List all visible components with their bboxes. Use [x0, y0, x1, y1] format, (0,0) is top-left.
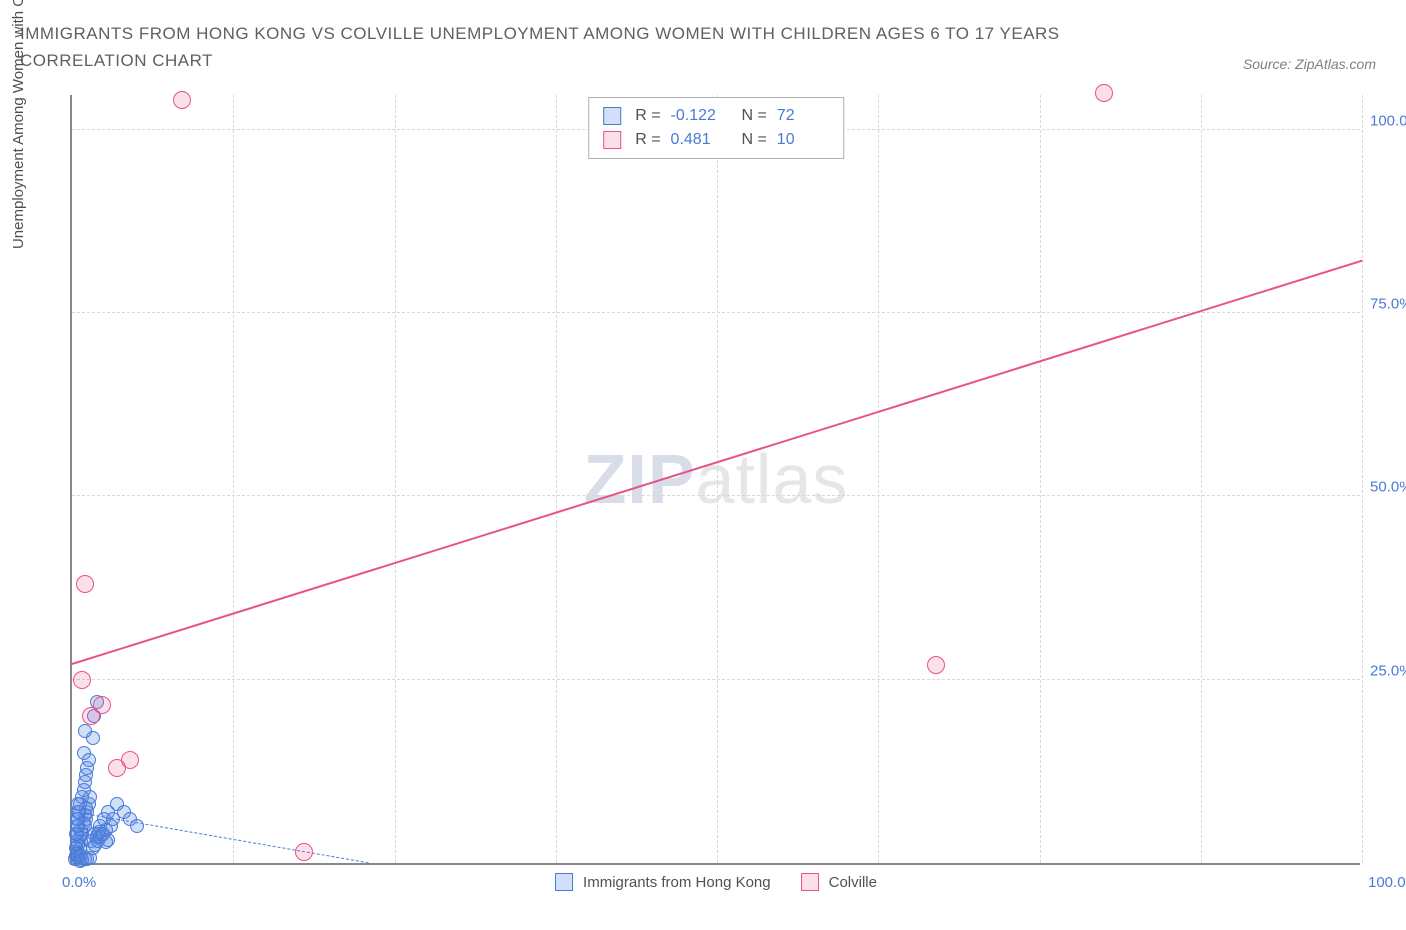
chart-area: Unemployment Among Women with Children A…: [20, 95, 1380, 915]
source-label: Source: ZipAtlas.com: [1243, 56, 1376, 72]
scatter-marker: [76, 575, 94, 593]
gridline-horizontal: [72, 679, 1360, 680]
chart-title: IMMIGRANTS FROM HONG KONG VS COLVILLE UN…: [20, 20, 1060, 74]
title-line-2: CORRELATION CHART: [20, 47, 1060, 74]
scatter-marker: [73, 671, 91, 689]
gridline-vertical: [878, 95, 879, 863]
stats-box: R = -0.122 N = 72R = 0.481 N = 10: [588, 97, 844, 159]
stat-r-label: R =: [635, 128, 660, 152]
legend-item: Colville: [801, 873, 877, 891]
stat-n-label: N =: [733, 104, 767, 128]
scatter-marker: [101, 833, 115, 847]
y-tick-label: 50.0%: [1370, 479, 1406, 496]
scatter-marker: [130, 819, 144, 833]
y-tick-label: 100.0%: [1370, 112, 1406, 129]
stats-row: R = 0.481 N = 10: [603, 128, 829, 152]
scatter-marker: [82, 707, 100, 725]
stat-r-label: R =: [635, 104, 660, 128]
stat-n-value: 72: [777, 104, 829, 128]
scatter-marker: [78, 724, 92, 738]
gridline-vertical: [395, 95, 396, 863]
legend-bottom: Immigrants from Hong Kong Colville: [555, 873, 877, 891]
y-tick-label: 75.0%: [1370, 296, 1406, 313]
title-line-1: IMMIGRANTS FROM HONG KONG VS COLVILLE UN…: [20, 20, 1060, 47]
stat-r-value: -0.122: [671, 104, 723, 128]
legend-swatch: [555, 873, 573, 891]
plot-region: ZIPatlas 25.0%50.0%75.0%100.0%0.0%100.0%…: [70, 95, 1360, 865]
legend-label: Colville: [829, 874, 877, 891]
watermark: ZIPatlas: [584, 439, 849, 519]
stats-row: R = -0.122 N = 72: [603, 104, 829, 128]
stat-n-value: 10: [777, 128, 829, 152]
gridline-vertical: [1201, 95, 1202, 863]
scatter-marker: [295, 843, 313, 861]
legend-swatch: [603, 131, 621, 149]
scatter-marker: [108, 759, 126, 777]
gridline-vertical: [1362, 95, 1363, 863]
scatter-marker: [82, 753, 96, 767]
watermark-atlas: atlas: [696, 440, 849, 518]
scatter-marker: [927, 656, 945, 674]
scatter-marker: [71, 797, 85, 811]
x-tick-label: 100.0%: [1368, 874, 1406, 891]
header-row: IMMIGRANTS FROM HONG KONG VS COLVILLE UN…: [0, 0, 1406, 74]
y-axis-label: Unemployment Among Women with Children A…: [10, 0, 27, 249]
gridline-vertical: [556, 95, 557, 863]
watermark-zip: ZIP: [584, 440, 696, 518]
stat-r-value: 0.481: [671, 128, 723, 152]
gridline-vertical: [1040, 95, 1041, 863]
gridline-horizontal: [72, 312, 1360, 313]
gridline-horizontal: [72, 495, 1360, 496]
legend-item: Immigrants from Hong Kong: [555, 873, 771, 891]
y-tick-label: 25.0%: [1370, 662, 1406, 679]
legend-label: Immigrants from Hong Kong: [583, 874, 771, 891]
stat-n-label: N =: [733, 128, 767, 152]
gridline-vertical: [233, 95, 234, 863]
x-tick-label: 0.0%: [62, 874, 96, 891]
gridline-vertical: [717, 95, 718, 863]
legend-swatch: [603, 107, 621, 125]
scatter-marker: [173, 91, 191, 109]
scatter-marker: [1095, 84, 1113, 102]
legend-swatch: [801, 873, 819, 891]
